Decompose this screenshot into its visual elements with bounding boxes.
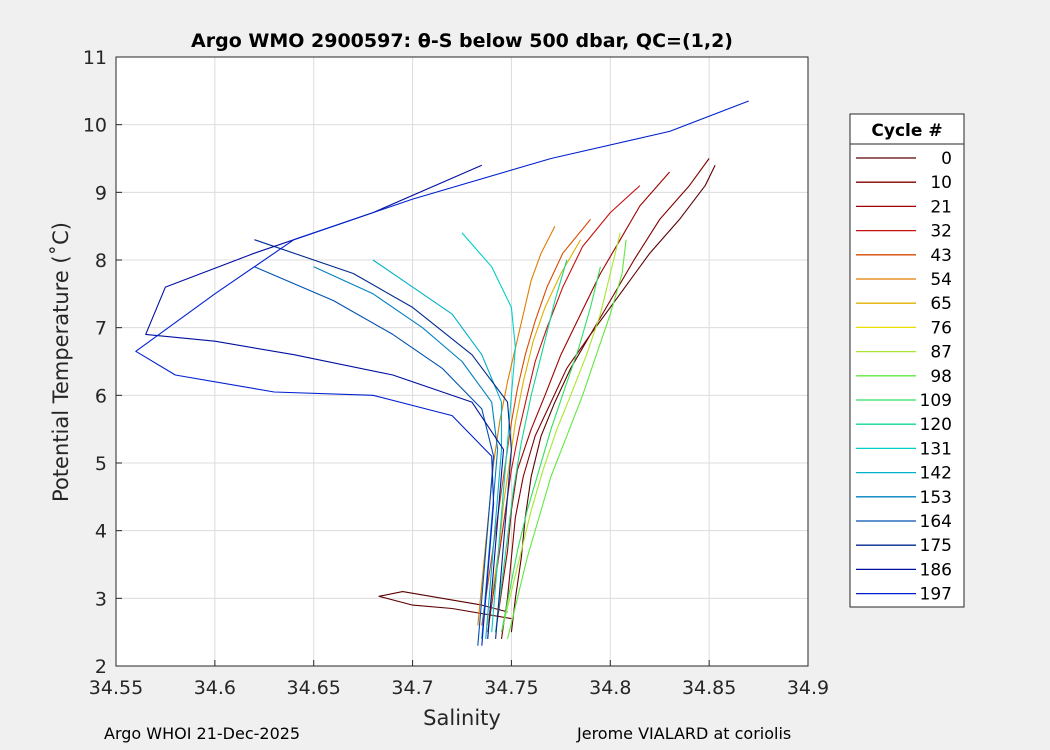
legend-label: 98: [930, 367, 952, 387]
series-line-1: [500, 158, 710, 639]
legend-label: 32: [930, 222, 952, 242]
legend-label: 131: [920, 439, 952, 459]
series-line-2: [495, 171, 671, 633]
y-tick-label: 11: [83, 47, 107, 69]
series-line-17: [145, 164, 505, 639]
y-tick-label: 10: [83, 115, 107, 137]
series-line-0: [510, 165, 716, 633]
legend-label: 109: [920, 391, 952, 411]
series-line-3: [378, 591, 512, 620]
series-line-16: [254, 239, 512, 639]
legend-title: Cycle #: [871, 121, 942, 141]
series-line-8: [500, 232, 621, 633]
y-tick-label: 7: [95, 318, 107, 340]
legend-label: 142: [920, 464, 952, 484]
y-tick-label: 4: [95, 521, 107, 543]
footer-left-credit: Argo WHOI 21-Dec-2025: [104, 724, 301, 743]
legend-label: 0: [941, 149, 952, 169]
legend-label: 43: [930, 246, 952, 266]
x-axis-label: Salinity: [423, 706, 501, 730]
y-tick-label: 3: [95, 588, 107, 610]
legend-label: 197: [920, 585, 952, 605]
y-tick-label: 2: [95, 656, 107, 678]
y-tick-label: 6: [95, 385, 107, 407]
y-tick-label: 5: [95, 453, 107, 475]
legend-entries: 0 10 21 32 43 54 65 76 87 98 109 120 131 142 153 164 175…: [856, 149, 952, 605]
legend-label: 87: [930, 343, 952, 363]
y-tick-label: 9: [95, 182, 107, 204]
legend-label: 186: [920, 560, 952, 580]
legend-label: 10: [930, 173, 952, 193]
y-tick-label: 8: [95, 250, 107, 272]
legend-label: 54: [930, 270, 952, 290]
x-tick-label: 34.65: [287, 677, 341, 699]
legend-label: 65: [930, 294, 952, 314]
series-line-13: [372, 259, 503, 639]
chart-title: Argo WMO 2900597: θ-S below 500 dbar, QC…: [191, 30, 733, 52]
legend-label: 21: [930, 197, 952, 217]
x-tick-label: 34.55: [89, 677, 143, 699]
series-line-14: [313, 266, 499, 639]
series-line-9: [506, 239, 627, 640]
legend-label: 120: [920, 415, 952, 435]
series-line-18: [135, 100, 749, 646]
x-tick-label: 34.85: [682, 677, 736, 699]
legend-label: 76: [930, 318, 952, 338]
x-tick-label: 34.7: [391, 677, 433, 699]
axis-ticks: 34.55 34.6 34.65 34.7 34.75 34.8 34.85 34.9 2 3 4 5…: [83, 47, 829, 699]
legend: Cycle # 0 10 21 32 43 54 65 76 87 98 109 120 131 142 1…: [849, 113, 965, 608]
y-axis-label: Potential Temperature (˚C): [49, 222, 73, 502]
series-line-12: [461, 232, 516, 633]
x-tick-label: 34.9: [787, 677, 829, 699]
legend-label: 175: [920, 536, 952, 556]
legend-label: 153: [920, 488, 952, 508]
series-line-11: [495, 259, 568, 633]
series-line-4: [487, 185, 641, 633]
x-tick-label: 34.6: [194, 677, 236, 699]
footer-right-credit: Jerome VIALARD at coriolis: [577, 724, 792, 743]
x-tick-label: 34.75: [484, 677, 538, 699]
series-line-6: [477, 225, 556, 626]
series-layer: [135, 100, 749, 646]
legend-label: 164: [920, 512, 952, 532]
series-line-10: [500, 266, 601, 633]
plot-frame: [115, 56, 809, 667]
legend-box: [849, 113, 965, 608]
x-tick-label: 34.8: [589, 677, 631, 699]
series-line-15: [254, 266, 495, 646]
